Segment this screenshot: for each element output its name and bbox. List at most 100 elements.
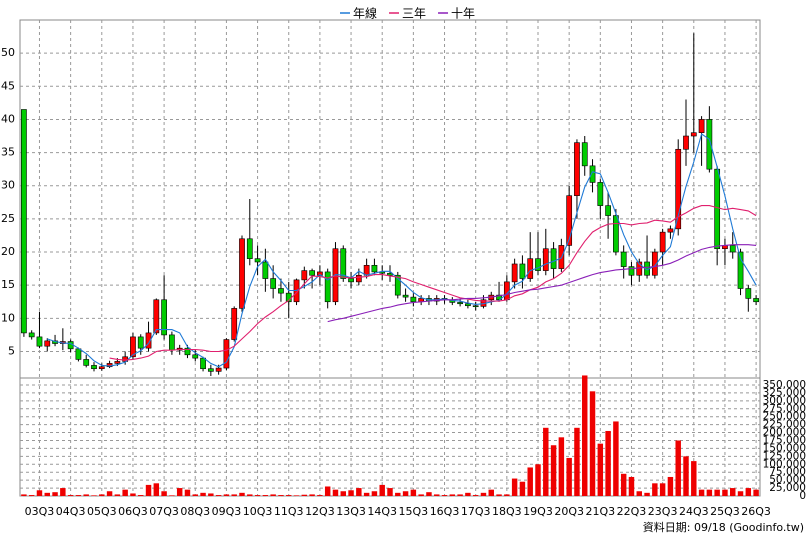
x-tick-label: 09Q3 <box>212 505 242 518</box>
x-tick-label: 16Q3 <box>430 505 460 518</box>
volume-bar <box>363 492 370 496</box>
legend-label: 三年 <box>402 7 426 21</box>
x-tick-label: 03Q3 <box>25 505 55 518</box>
volume-bar <box>200 492 206 496</box>
volume-bar <box>91 495 97 496</box>
volume-bar <box>28 495 35 496</box>
volume-bar <box>223 494 230 496</box>
volume-bar <box>465 492 471 496</box>
candle-body <box>527 258 534 279</box>
volume-bar <box>75 495 82 496</box>
volume-bar <box>730 488 736 496</box>
candle-body <box>379 271 386 274</box>
candle-body <box>465 303 471 307</box>
candle-body <box>698 119 705 134</box>
ma-line <box>109 205 757 361</box>
volume-bar <box>543 427 549 496</box>
volume-bar <box>566 457 572 496</box>
candle-body <box>21 109 27 334</box>
volume-bar <box>472 495 479 496</box>
volume-bar <box>36 490 43 496</box>
candle-body <box>394 274 401 296</box>
volume-bar <box>691 461 697 496</box>
candle-body <box>542 248 549 271</box>
candle-body <box>262 261 269 279</box>
volume-bar <box>340 491 346 496</box>
candle-body <box>628 266 635 276</box>
candle-body <box>223 339 230 369</box>
y-tick-label: 45 <box>1 79 15 92</box>
x-tick-label: 13Q3 <box>336 505 366 518</box>
x-tick-label: 23Q3 <box>648 505 678 518</box>
candle-body <box>550 248 557 269</box>
x-tick-label: 05Q3 <box>87 505 117 518</box>
volume-bar <box>527 467 533 496</box>
y2-tick-label: 275,000 <box>763 403 806 415</box>
volume-bar <box>215 495 222 496</box>
volume-bar <box>239 492 245 496</box>
volume-bar <box>753 489 759 496</box>
volume-bar <box>138 495 144 496</box>
ma-line <box>327 244 757 323</box>
y2-tick-label: 100,000 <box>763 458 806 470</box>
candle-body <box>667 228 674 233</box>
candle-body <box>36 336 43 347</box>
volume-bar <box>161 491 167 496</box>
volume-bar <box>106 491 113 496</box>
volume-bar <box>605 430 611 496</box>
candle-body <box>75 348 82 360</box>
candle-body <box>28 332 35 338</box>
volume-bar <box>379 484 385 496</box>
volume-bar <box>441 495 448 496</box>
x-tick-label: 22Q3 <box>617 505 647 518</box>
volume-bar <box>449 494 456 496</box>
x-tick-label: 17Q3 <box>461 505 491 518</box>
candle-body <box>169 334 175 351</box>
volume-bar <box>418 494 424 496</box>
volume-bar <box>114 494 121 496</box>
volume-bar <box>309 494 315 496</box>
volume-bar <box>44 492 50 496</box>
volume-bar <box>356 488 362 496</box>
candle-body <box>714 168 721 250</box>
candle-body <box>745 288 752 299</box>
legend-label: 十年 <box>451 7 475 21</box>
y-tick-label: 30 <box>1 179 15 192</box>
volume-bar <box>558 437 565 496</box>
volume-bar <box>270 494 276 496</box>
candle-body <box>753 298 759 303</box>
y2-tick-label: 250,000 <box>763 411 806 423</box>
volume-bar <box>644 492 650 496</box>
candle-body <box>324 271 331 303</box>
volume-bar <box>488 489 494 496</box>
candle-body <box>706 119 713 170</box>
candle-body <box>106 363 113 368</box>
volume-bar <box>496 494 502 496</box>
candle-body <box>246 238 253 259</box>
volume-bar <box>683 456 689 496</box>
y2-tick-label: 175,000 <box>763 434 806 446</box>
candle-body <box>192 354 199 359</box>
volume-bar <box>675 440 681 496</box>
candle-body <box>503 281 510 301</box>
volume-bar <box>301 494 308 496</box>
y2-tick-label: 0 <box>799 490 806 502</box>
candle-body <box>278 288 284 294</box>
candle-body <box>589 165 596 183</box>
candle-body <box>683 135 689 150</box>
volume-bar <box>395 492 401 496</box>
candle-body <box>402 294 409 298</box>
volume-bar <box>636 491 642 496</box>
volume-bar <box>457 494 463 496</box>
y2-tick-label: 325,000 <box>763 387 806 399</box>
candle-body <box>301 270 308 281</box>
candle-body <box>340 248 347 279</box>
volume-bar <box>99 494 105 496</box>
volume-bar <box>628 476 635 496</box>
candle-body <box>675 148 682 230</box>
volume-bar <box>426 492 432 496</box>
volume-bar <box>247 494 253 496</box>
y-tick-label: 15 <box>1 278 15 291</box>
candle-body <box>153 299 160 334</box>
volume-bar <box>410 489 417 496</box>
